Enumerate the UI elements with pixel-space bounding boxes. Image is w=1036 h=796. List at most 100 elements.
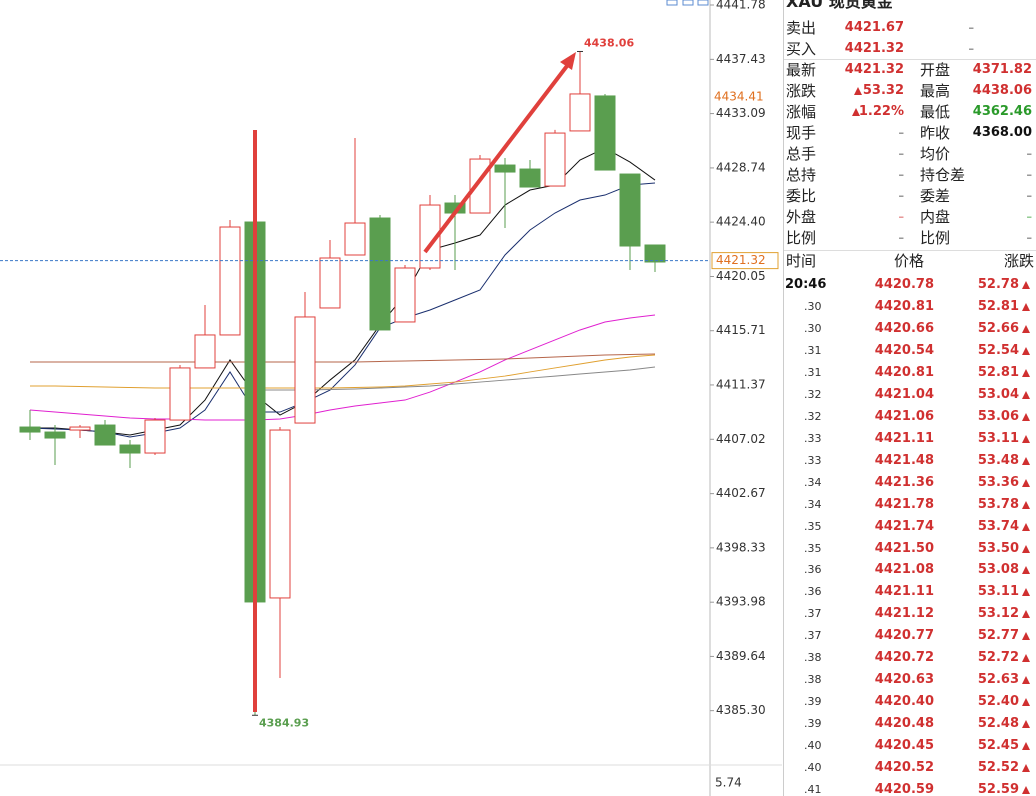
tick-time: .40 <box>804 761 822 775</box>
tick-time: .32 <box>804 387 822 401</box>
tick-price: 4421.36 <box>874 474 934 490</box>
candle-body <box>344 222 366 256</box>
y-tick-label: 4385.30 <box>716 703 766 717</box>
candle-body <box>644 244 666 263</box>
quote-label: 总手 <box>786 145 817 163</box>
quote-label: 最低 <box>920 103 951 121</box>
up-arrow-icon <box>1022 786 1030 795</box>
moving-average-line <box>255 366 656 391</box>
tick-price: 4421.78 <box>874 496 934 512</box>
tick-price: 4420.77 <box>874 628 934 644</box>
y-tick-label: 4411.37 <box>716 377 766 391</box>
tick-time: .37 <box>804 607 822 621</box>
tick-price: 4420.48 <box>874 716 934 732</box>
quote-panel: XAU 现货黄金 卖出 4421.67 – 买入 4421.32 – 最新 4421.32 开盘… <box>783 0 1036 796</box>
y-tick-label: 4433.09 <box>716 106 766 120</box>
quote-label: 买入 <box>786 40 817 58</box>
extreme-label: 4384.93 <box>259 716 309 729</box>
quote-value: – <box>898 189 905 202</box>
tick-change: 53.74 <box>977 518 1019 534</box>
moving-average-line <box>30 353 656 363</box>
quote-value: – <box>1026 231 1033 244</box>
quote-value: – <box>968 21 975 34</box>
quote-label: 持仓差 <box>920 166 966 184</box>
candle-body <box>394 267 416 323</box>
tick-time: .32 <box>804 409 822 423</box>
tick-change: 52.81 <box>977 298 1019 314</box>
y-tick-label: 4437.43 <box>716 52 766 66</box>
tick-change: 52.40 <box>977 694 1019 710</box>
last-price-box <box>711 252 779 270</box>
tick-change: 52.77 <box>977 628 1019 644</box>
tick-time: .35 <box>804 541 822 555</box>
up-arrow-icon <box>1022 698 1030 707</box>
tick-change: 52.78 <box>977 277 1019 292</box>
tool-icon[interactable] <box>666 0 678 6</box>
y-tick-label: 4398.33 <box>716 540 766 554</box>
candle-body <box>519 168 541 188</box>
tick-change: 52.59 <box>977 782 1019 796</box>
tick-change: 52.63 <box>977 672 1019 688</box>
candle-body <box>319 257 341 309</box>
quote-value: 4438.06 <box>972 83 1032 98</box>
quote-label: 比例 <box>786 229 817 247</box>
up-arrow-icon <box>1022 368 1030 377</box>
tick-time: .33 <box>804 453 822 467</box>
separator <box>784 250 1036 251</box>
tick-price: 4421.11 <box>874 584 934 600</box>
tick-time: .36 <box>804 585 822 599</box>
up-arrow-icon <box>1022 588 1030 597</box>
up-arrow-icon <box>1022 742 1030 751</box>
up-arrow-icon <box>1022 281 1030 289</box>
arrow-head <box>560 52 576 70</box>
marker-price-label: 4434.41 <box>714 90 764 104</box>
tick-time: .34 <box>804 497 822 511</box>
up-arrow-icon <box>1022 720 1030 729</box>
moving-average-line <box>30 354 656 389</box>
tick-price: 4420.40 <box>874 694 934 710</box>
up-arrow-icon <box>1022 676 1030 685</box>
tick-change: 52.81 <box>977 364 1019 380</box>
candle-body <box>19 426 41 433</box>
tick-price: 4420.45 <box>874 738 934 754</box>
tick-price: 4420.63 <box>874 672 934 688</box>
quote-value: 1.22% <box>858 104 904 119</box>
up-arrow-icon <box>854 87 862 95</box>
tick-price: 4421.04 <box>874 386 934 402</box>
tool-icon[interactable] <box>697 0 709 6</box>
quote-label: 总持 <box>786 166 817 184</box>
candle-body <box>419 204 441 269</box>
tick-change: 53.78 <box>977 496 1019 512</box>
y-tick-label: 4389.64 <box>716 649 766 663</box>
candle-body <box>44 431 66 439</box>
tick-time: .39 <box>804 695 822 709</box>
up-arrow-icon <box>1022 654 1030 663</box>
tick-change: 53.04 <box>977 386 1019 402</box>
tick-price: 4420.81 <box>874 364 934 380</box>
quote-value: – <box>1026 168 1033 181</box>
candle-body <box>619 173 641 247</box>
quote-value: – <box>898 210 905 223</box>
tick-change: 53.11 <box>977 584 1019 600</box>
tick-change: 53.48 <box>977 452 1019 468</box>
up-arrow-icon <box>1022 478 1030 487</box>
up-arrow-icon <box>1022 302 1030 311</box>
up-arrow-icon <box>852 108 860 116</box>
quote-label: 均价 <box>920 145 951 163</box>
quote-label: 涨跌 <box>786 82 817 100</box>
tick-time: .31 <box>804 365 822 379</box>
quote-label: 委差 <box>920 187 951 205</box>
y-tick-label: 4441.78 <box>716 0 766 11</box>
tick-price: 4420.54 <box>874 342 934 358</box>
tick-time: .37 <box>804 629 822 643</box>
marker-price-box <box>712 89 778 106</box>
up-arrow-icon <box>1022 522 1030 531</box>
candle-body <box>369 217 391 331</box>
quote-label: 最高 <box>920 82 951 100</box>
tick-price: 4421.08 <box>874 562 934 578</box>
tick-price: 4421.06 <box>874 408 934 424</box>
tool-icon[interactable] <box>682 0 694 6</box>
quote-value: 4421.67 <box>844 20 904 35</box>
separator <box>784 59 1036 60</box>
